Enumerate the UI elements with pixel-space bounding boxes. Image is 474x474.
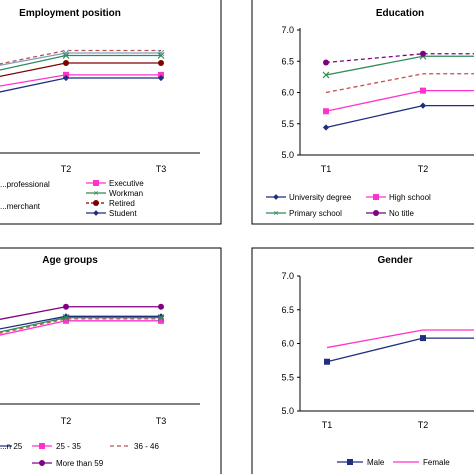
legend-label-student: Student [109,209,137,218]
x-tick-label: T3 [156,416,167,426]
data-point [157,52,165,59]
data-point [324,358,330,365]
legend-marker-workman: × [93,188,98,198]
gender-panel: Gender 5.0 5.5 6.0 6.5 7.0 T1 T2 Male Female [251,247,474,474]
y-tick-label: 6.5 [281,305,294,315]
employment-position-panel: Employment position T2 T3 ...professional… [0,0,222,225]
legend-marker-diamond [273,194,279,200]
legend-label: More than 59 [56,459,104,468]
legend-label-workman: Workman [109,189,143,198]
y-tick-label: 5.0 [281,406,294,416]
series-line [326,329,474,349]
data-point [157,74,165,82]
legend: University degree High school × Primary … [266,193,431,218]
data-point [63,303,69,310]
data-point [420,50,426,57]
data-point [62,52,70,59]
y-ticks: 5.0 5.5 6.0 6.5 7.0 [281,271,300,416]
data-point [62,314,70,322]
legend-label: No title [389,209,414,218]
y-tick-label: 5.0 [281,150,294,160]
x-tick-label: T1 [322,420,333,430]
x-tick-label: T1 [321,164,332,174]
legend-marker-square [347,459,353,465]
panel-frame [251,247,474,474]
legend-label: ...professional [0,180,50,189]
y-ticks: 5.0 5.5 6.0 6.5 7.0 [281,25,300,160]
data-point [323,108,329,115]
y-tick-label: 6.0 [281,88,294,98]
legend-label: Primary school [289,209,342,218]
y-tick-label: 6.0 [281,339,294,349]
legend-label: ...n 25 [0,442,23,451]
data-point [157,314,165,322]
legend-label: University degree [289,193,352,202]
series-line [325,73,474,94]
data-point [63,71,69,78]
education-panel: Education 5.0 5.5 6.0 6.5 7.0 T1 T2 Universit… [251,0,474,225]
x-tick-label: T2 [418,164,429,174]
legend-marker-retired [93,200,99,206]
legend-marker-student [93,210,99,216]
data-point [63,317,69,324]
panel-frame [0,0,222,225]
legend-label: ...merchant [0,202,41,211]
chart-title: Employment position [19,8,121,19]
data-point [420,335,426,342]
chart-title: Education [376,8,424,19]
data-point [322,71,330,79]
legend-marker-square [39,443,45,449]
panel-frame [0,247,222,474]
data-point [158,71,164,78]
data-point [323,59,329,66]
x-tick-label: T2 [61,416,72,426]
x-tick-label: T2 [61,164,72,174]
legend-label: High school [389,193,431,202]
data-point [158,317,164,324]
legend-marker-executive [93,180,99,186]
legend-label: 36 - 46 [134,442,159,451]
legend: Male Female [337,458,450,467]
marks-group: T2 T3 [0,303,167,426]
data-point [63,60,69,66]
legend-label-executive: Executive [109,179,144,188]
data-point [158,60,164,66]
y-tick-label: 7.0 [281,25,294,35]
x-tick-label: T3 [156,164,167,174]
legend-label: Female [423,458,450,467]
y-tick-label: 5.5 [281,372,294,382]
y-tick-label: 6.5 [281,56,294,66]
data-point [158,303,164,310]
panel-frame [251,0,474,225]
marks-group: T1 T2 [322,329,474,430]
legend-marker-circle [373,210,379,216]
legend: ...n 25 25 - 35 36 - 46 More than 59 [0,442,159,468]
chart-title: Age groups [42,255,98,266]
legend-label: Male [367,458,385,467]
legend-marker-circle [39,460,45,466]
y-tick-label: 5.5 [281,119,294,129]
legend-marker-x: × [273,208,278,218]
x-tick-label: T2 [418,420,429,430]
chart-title: Gender [377,255,412,266]
legend-label-retired: Retired [109,199,135,208]
legend-marker-square [373,194,379,200]
marks-group: T2 T3 [0,49,167,174]
legend: ...professional ...merchant Executive × … [0,179,144,218]
data-point [420,87,426,94]
legend-label: 25 - 35 [56,442,81,451]
y-tick-label: 7.0 [281,271,294,281]
age-groups-panel: Age groups T2 T3 ...n 25 25 - 35 36 - 46 … [0,247,222,474]
